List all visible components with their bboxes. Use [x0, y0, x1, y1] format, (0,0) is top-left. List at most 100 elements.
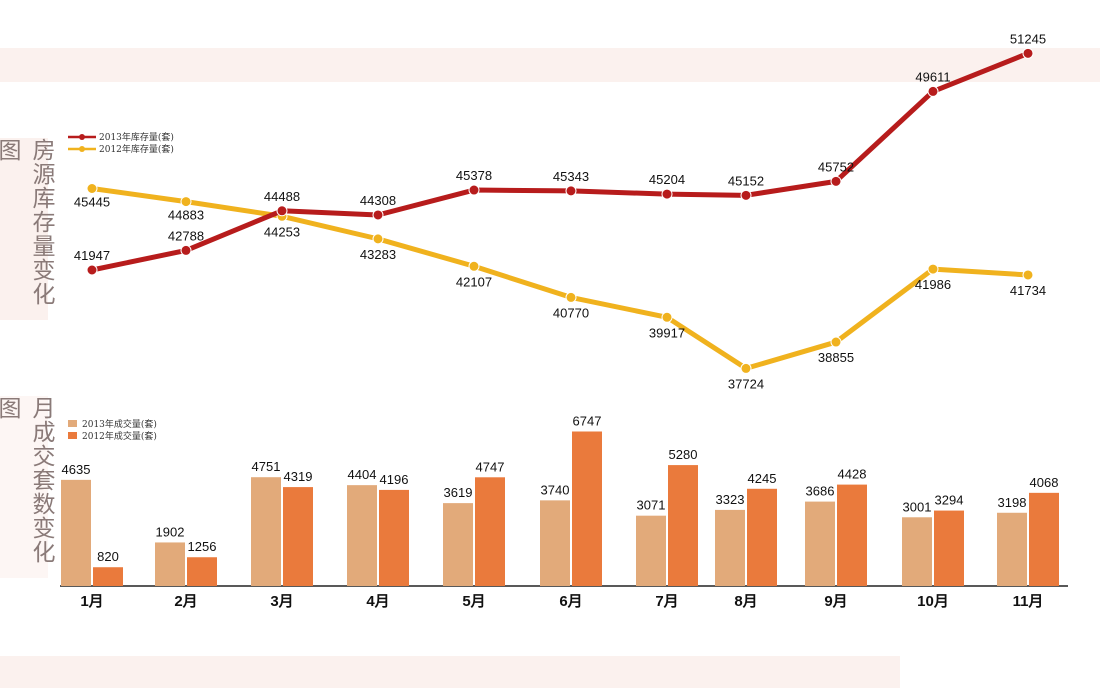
- header-band: [0, 48, 1100, 82]
- bar-2012-11: [1029, 492, 1059, 586]
- bar-2012-4: [379, 489, 409, 586]
- x-tick-label-4: 4月: [366, 593, 389, 610]
- data-point-2012-1: [86, 182, 98, 194]
- x-tick-label-8: 8月: [734, 593, 757, 610]
- data-label-2012-4: 43283: [360, 247, 396, 262]
- bar-2013-9: [805, 501, 835, 586]
- legend-label-bar: 2013年成交量(套): [82, 418, 157, 430]
- data-point-2013-4: [372, 209, 384, 221]
- bar-2012-6: [572, 431, 602, 586]
- bar-2012-9: [837, 484, 867, 586]
- bar-2012-2: [187, 557, 217, 586]
- legend-label: 2012年库存量(套): [99, 143, 174, 155]
- data-label-2013-1: 41947: [74, 248, 110, 263]
- bar-2013-4: [347, 485, 377, 586]
- x-tick-label-5: 5月: [462, 593, 485, 610]
- legend-swatch-bar-2012: [68, 432, 77, 439]
- data-point-2013-9: [830, 175, 842, 187]
- bar-label-2012-11: 4068: [1030, 475, 1059, 490]
- bar-2012-3: [283, 487, 313, 586]
- bar-label-2013-6: 3740: [541, 482, 570, 497]
- data-point-2013-6: [565, 185, 577, 197]
- series-line-2013: [89, 50, 1031, 273]
- data-point-2013-11: [1022, 47, 1034, 59]
- bar-label-2013-10: 3001: [903, 499, 932, 514]
- bar-chart-side-title: 月成交套数变化图: [0, 396, 54, 578]
- data-point-2012-2: [180, 196, 192, 208]
- data-label-2013-4: 44308: [360, 193, 396, 208]
- bar-label-2012-10: 3294: [935, 493, 964, 508]
- bar-label-2013-11: 3198: [998, 495, 1027, 510]
- bar-label-2012-7: 5280: [669, 447, 698, 462]
- bar-2012-7: [668, 465, 698, 586]
- data-label-2013-10: 49611: [915, 69, 950, 84]
- bar-label-2013-2: 1902: [156, 524, 185, 539]
- data-label-2013-8: 45152: [728, 173, 764, 188]
- bar-label-2013-4: 4404: [348, 467, 377, 482]
- data-point-2013-3: [276, 205, 288, 217]
- data-label-2013-5: 45378: [456, 168, 492, 183]
- bar-label-2012-9: 4428: [838, 467, 867, 482]
- data-point-2012-4: [372, 233, 384, 245]
- legend-marker-2012年库存量(套): [79, 146, 85, 152]
- data-point-2013-2: [180, 244, 192, 256]
- bar-2012-1: [93, 567, 123, 586]
- footer-band: [0, 656, 900, 688]
- bar-2012-10: [934, 510, 964, 586]
- data-point-2013-5: [468, 184, 480, 196]
- bar-label-2013-9: 3686: [806, 484, 835, 499]
- bar-label-2013-1: 4635: [62, 462, 91, 477]
- data-point-2013-7: [661, 188, 673, 200]
- bar-label-2012-3: 4319: [284, 469, 313, 484]
- data-point-2012-7: [661, 311, 673, 323]
- bar-2012-8: [747, 488, 777, 586]
- bar-label-2013-3: 4751: [252, 459, 281, 474]
- data-point-2012-10: [927, 263, 939, 275]
- bar-2012-5: [475, 477, 505, 586]
- data-label-2012-2: 44883: [168, 208, 204, 223]
- data-label-2012-6: 40770: [553, 305, 589, 320]
- data-point-2012-9: [830, 336, 842, 348]
- bar-2013-7: [636, 515, 666, 586]
- bar-2013-1: [61, 479, 91, 586]
- bar-label-2013-7: 3071: [637, 498, 666, 513]
- bar-2013-3: [251, 477, 281, 586]
- x-tick-label-3: 3月: [270, 593, 293, 610]
- data-label-2012-1: 45445: [74, 194, 110, 209]
- data-label-2012-9: 38855: [818, 350, 854, 365]
- legend-swatch-bar-2013: [68, 420, 77, 427]
- bar-label-2012-8: 4245: [748, 471, 777, 486]
- x-tick-label-10: 10月: [917, 593, 949, 610]
- bar-label-2013-5: 3619: [444, 485, 473, 500]
- bar-2013-5: [443, 503, 473, 586]
- data-label-2013-3: 44488: [264, 189, 300, 204]
- x-tick-label-1: 1月: [80, 593, 103, 610]
- data-label-2012-3: 44253: [264, 224, 300, 239]
- data-label-2013-6: 45343: [553, 169, 589, 184]
- data-point-2012-8: [740, 362, 752, 374]
- x-tick-label-7: 7月: [655, 593, 678, 610]
- bar-2013-6: [540, 500, 570, 586]
- series-line-2012: [89, 185, 1031, 371]
- data-point-2013-8: [740, 189, 752, 201]
- data-point-2012-11: [1022, 269, 1034, 281]
- data-label-2012-11: 41734: [1010, 283, 1046, 298]
- bar-label-2012-4: 4196: [380, 472, 409, 487]
- data-label-2012-8: 37724: [728, 376, 764, 391]
- x-tick-label-9: 9月: [824, 593, 847, 610]
- data-point-2013-1: [86, 264, 98, 276]
- data-label-2013-11: 51245: [1010, 31, 1046, 46]
- bar-label-2013-8: 3323: [716, 492, 745, 507]
- data-label-2012-5: 42107: [456, 274, 492, 289]
- bar-2013-2: [155, 542, 185, 586]
- legend-marker-2013年库存量(套): [79, 134, 85, 140]
- bar-label-2012-6: 6747: [573, 413, 602, 428]
- data-label-2012-10: 41986: [915, 277, 951, 292]
- data-label-2013-2: 42788: [168, 228, 204, 243]
- x-tick-label-11: 11月: [1013, 593, 1044, 610]
- data-point-2012-6: [565, 291, 577, 303]
- data-point-2012-5: [468, 260, 480, 272]
- data-label-2013-9: 45752: [818, 159, 854, 174]
- bar-2013-11: [997, 512, 1027, 586]
